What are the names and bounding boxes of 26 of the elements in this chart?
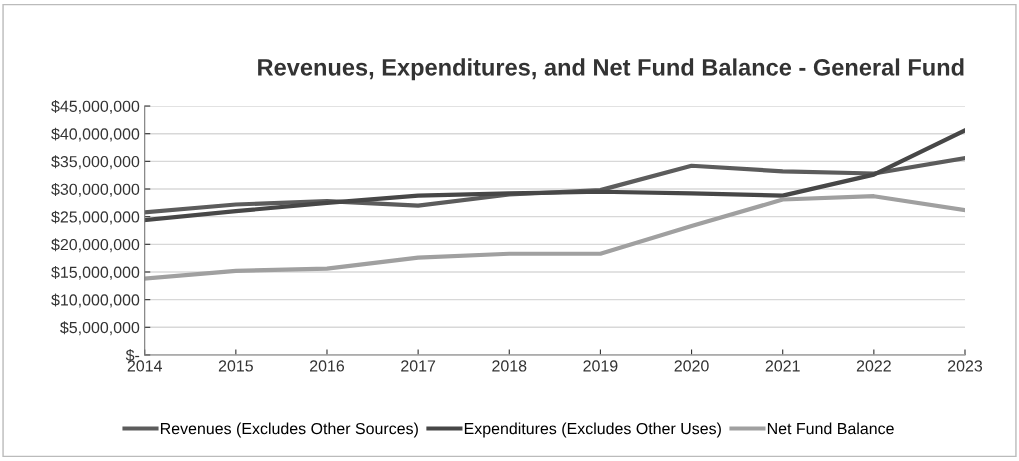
x-tick-label: 2018 xyxy=(492,360,527,372)
y-tick-label: $35,000,000 xyxy=(51,155,140,170)
x-tick-label: 2022 xyxy=(856,360,891,372)
y-tick-label: $40,000,000 xyxy=(51,127,140,142)
y-tick-label: $15,000,000 xyxy=(51,265,140,280)
x-tick-label: 2015 xyxy=(218,360,253,372)
y-tick-label: $20,000,000 xyxy=(51,238,140,253)
y-tick-label: $10,000,000 xyxy=(51,293,140,308)
legend-label: Expenditures (Excludes Other Uses) xyxy=(464,422,721,438)
chart-title: Revenues, Expenditures, and Net Fund Balance - General Fund xyxy=(258,58,964,81)
legend-label: Net Fund Balance xyxy=(767,422,894,435)
line-series xyxy=(144,194,965,281)
x-tick-label: 2014 xyxy=(127,360,162,372)
x-tick-label: 2023 xyxy=(948,360,983,372)
legend-label: Revenues (Excludes Other Sources) xyxy=(160,422,418,438)
x-tick-label: 2021 xyxy=(765,360,800,372)
x-tick-label: 2017 xyxy=(401,360,436,372)
y-tick-label: $- xyxy=(125,348,140,362)
y-tick-label: $25,000,000 xyxy=(51,210,140,225)
y-tick-label: $30,000,000 xyxy=(51,182,140,197)
line-series xyxy=(144,128,965,223)
x-tick-label: 2020 xyxy=(674,360,709,372)
x-tick-label: 2016 xyxy=(310,360,345,372)
x-tick-label: 2019 xyxy=(583,360,618,372)
y-tick-label: $45,000,000 xyxy=(51,99,140,114)
y-tick-label: $5,000,000 xyxy=(60,321,140,336)
